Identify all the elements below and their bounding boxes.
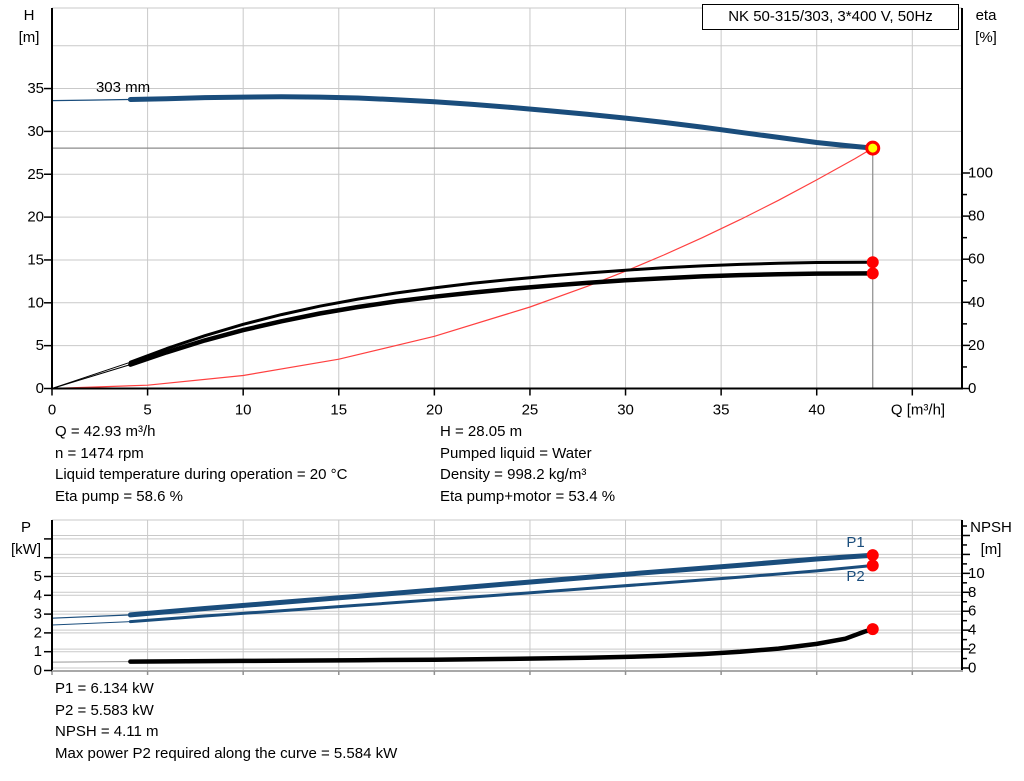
density-value: Density = 998.2 kg/m³ <box>440 466 587 483</box>
right-axis-title: eta <box>976 7 998 24</box>
right-tick-label: 20 <box>968 337 985 354</box>
x-tick-label: 5 <box>143 402 151 419</box>
p2-point <box>866 559 879 572</box>
x-tick-label: 40 <box>808 402 825 419</box>
left-tick-label: 2 <box>34 624 42 641</box>
left-tick-label: 5 <box>34 568 42 585</box>
right-tick-label: 10 <box>968 565 985 582</box>
impeller-size-label: 303 mm <box>96 79 150 96</box>
left-tick-label: 1 <box>34 643 42 660</box>
head-curve-lead <box>51 98 131 102</box>
left-tick-label: 35 <box>27 80 44 97</box>
left-axis-title: P <box>21 519 31 536</box>
pumped-liquid-value: Pumped liquid = Water <box>440 444 592 462</box>
right-axis-title: NPSH <box>970 519 1012 536</box>
operating-data-right: H = 28.05 m Pumped liquid = Water Densit… <box>440 421 615 507</box>
right-tick-label: 4 <box>968 622 976 639</box>
right-tick-label: 80 <box>968 208 985 225</box>
p1-point <box>866 549 879 562</box>
p2-label: P2 <box>846 568 864 585</box>
left-axis-unit: [m] <box>19 29 40 46</box>
x-tick-label: 10 <box>235 402 252 419</box>
x-tick-label: 35 <box>713 402 730 419</box>
left-axis-title: H <box>24 7 35 24</box>
left-tick-label: 4 <box>34 587 42 604</box>
speed-value: n = 1474 rpm <box>55 444 144 462</box>
left-axis-unit: [kW] <box>11 541 41 558</box>
eta-pump-motor-curve <box>128 271 875 367</box>
operating-data-left: Q = 42.93 m³/h n = 1474 rpm Liquid tempe… <box>55 421 347 507</box>
right-tick-label: 60 <box>968 251 985 268</box>
left-tick-label: 30 <box>27 123 44 140</box>
right-tick-label: 0 <box>968 380 976 397</box>
right-tick-label: 0 <box>968 660 976 677</box>
left-tick-label: 5 <box>36 337 44 354</box>
right-tick-label: 8 <box>968 584 976 601</box>
right-tick-label: 100 <box>968 165 993 182</box>
npsh-value: NPSH = 4.11 m <box>55 723 159 740</box>
left-tick-label: 25 <box>27 166 44 183</box>
eta-pump-motor-point <box>866 267 879 280</box>
left-tick-label: 20 <box>27 209 44 226</box>
right-axis-unit: [%] <box>975 29 997 46</box>
right-tick-label: 40 <box>968 294 985 311</box>
x-tick-label: 0 <box>48 402 56 419</box>
eta-pump-value: Eta pump = 58.6 % <box>55 487 183 505</box>
eta-pump-curve <box>128 260 875 364</box>
left-tick-label: 3 <box>34 606 42 623</box>
npsh-point <box>866 623 879 636</box>
left-tick-label: 10 <box>27 294 44 311</box>
right-tick-label: 6 <box>968 603 976 620</box>
p1-label: P1 <box>846 534 864 551</box>
x-tick-label: 15 <box>330 402 347 419</box>
power-npsh-data: P1 = 6.134 kW P2 = 5.583 kW NPSH = 4.11 … <box>55 678 397 764</box>
npsh-curve <box>128 626 875 664</box>
x-axis-title: Q [m³/h] <box>891 402 945 419</box>
left-tick-label: 0 <box>34 662 42 679</box>
p2-value: P2 = 5.583 kW <box>55 701 154 719</box>
eta-pump-motor-value: Eta pump+motor = 53.4 % <box>440 487 616 505</box>
x-tick-label: 25 <box>522 402 539 419</box>
left-tick-label: 15 <box>27 251 44 268</box>
max-power-value: Max power P2 required along the curve = … <box>55 744 398 762</box>
left-tick-label: 0 <box>36 380 44 397</box>
flow-value: Q = 42.93 m³/h <box>55 423 156 440</box>
eta-pump-motor-curve-lead <box>51 364 131 389</box>
pump-title-box: NK 50-315/303, 3*400 V, 50Hz <box>702 4 959 30</box>
head-curve <box>127 94 876 151</box>
p1-curve-lead <box>51 614 131 619</box>
p2-curve-lead <box>51 621 131 626</box>
p2-curve <box>128 564 875 624</box>
right-tick-label: 2 <box>968 641 976 658</box>
head-value: H = 28.05 m <box>440 423 523 440</box>
eta-pump-point <box>866 256 879 269</box>
p1-curve <box>127 552 876 618</box>
right-axis-unit: [m] <box>981 541 1002 558</box>
x-tick-label: 30 <box>617 402 634 419</box>
p1-value: P1 = 6.134 kW <box>55 680 154 697</box>
x-tick-label: 20 <box>426 402 443 419</box>
system-curve <box>51 147 874 390</box>
duty-point <box>865 140 881 156</box>
liquid-temperature-value: Liquid temperature during operation = 20… <box>55 466 348 483</box>
npsh-curve-lead <box>51 661 131 663</box>
